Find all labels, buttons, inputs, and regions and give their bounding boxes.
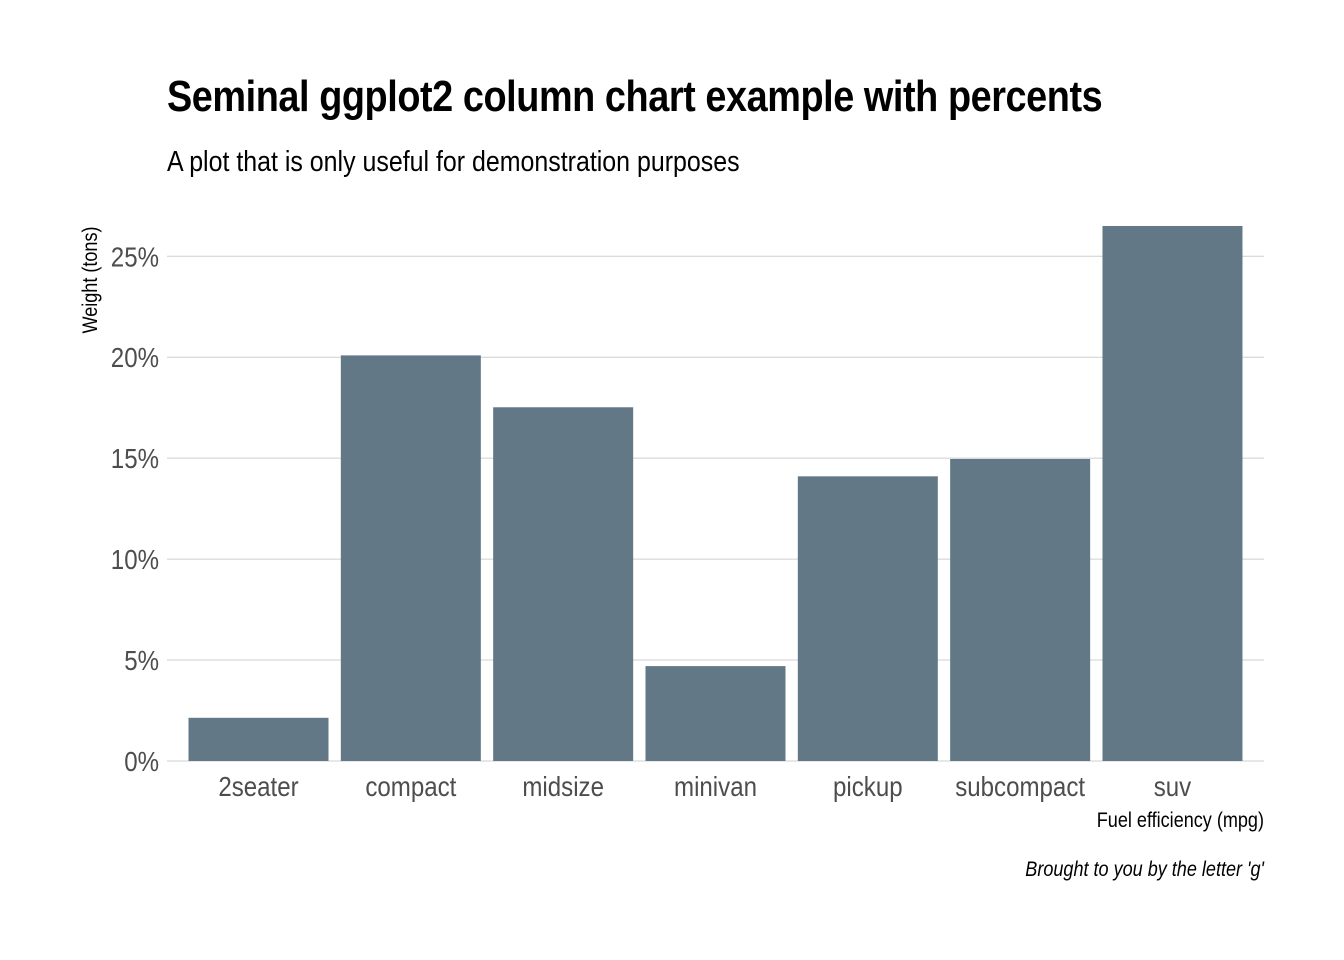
y-tick-label: 25%: [111, 241, 159, 273]
chart-title: Seminal ggplot2 column chart example wit…: [167, 72, 1103, 121]
bar-subcompact: [950, 458, 1091, 761]
x-tick-label: compact: [365, 770, 457, 802]
bar-minivan: [645, 666, 786, 761]
bar-compact: [340, 355, 481, 761]
y-tick-labels: 0% 5% 10% 15% 20% 25%: [111, 241, 159, 778]
y-tick-label: 15%: [111, 442, 159, 474]
x-axis-label: Fuel efficiency (mpg): [1097, 809, 1264, 833]
x-tick-label: 2seater: [218, 770, 299, 802]
x-tick-labels: 2seater compact midsize minivan pickup subcom…: [218, 770, 1191, 802]
bar-2seater: [188, 717, 329, 761]
chart-subtitle: A plot that is only useful for demonstra…: [167, 146, 740, 178]
bars: [188, 225, 1243, 762]
y-axis-label: Weight (tons): [79, 226, 103, 333]
y-tick-label: 20%: [111, 341, 159, 373]
bar-pickup: [797, 476, 938, 761]
y-tick-label: 0%: [124, 745, 159, 777]
bar-suv: [1102, 225, 1243, 762]
x-tick-label: pickup: [833, 770, 903, 802]
y-tick-label: 5%: [124, 644, 159, 676]
x-tick-label: subcompact: [955, 770, 1085, 802]
y-tick-label: 10%: [111, 543, 159, 575]
x-tick-label: suv: [1154, 770, 1191, 802]
x-tick-label: minivan: [674, 770, 757, 802]
x-tick-label: midsize: [522, 770, 604, 802]
bar-midsize: [493, 407, 634, 761]
chart-caption: Brought to you by the letter 'g': [1025, 858, 1265, 882]
